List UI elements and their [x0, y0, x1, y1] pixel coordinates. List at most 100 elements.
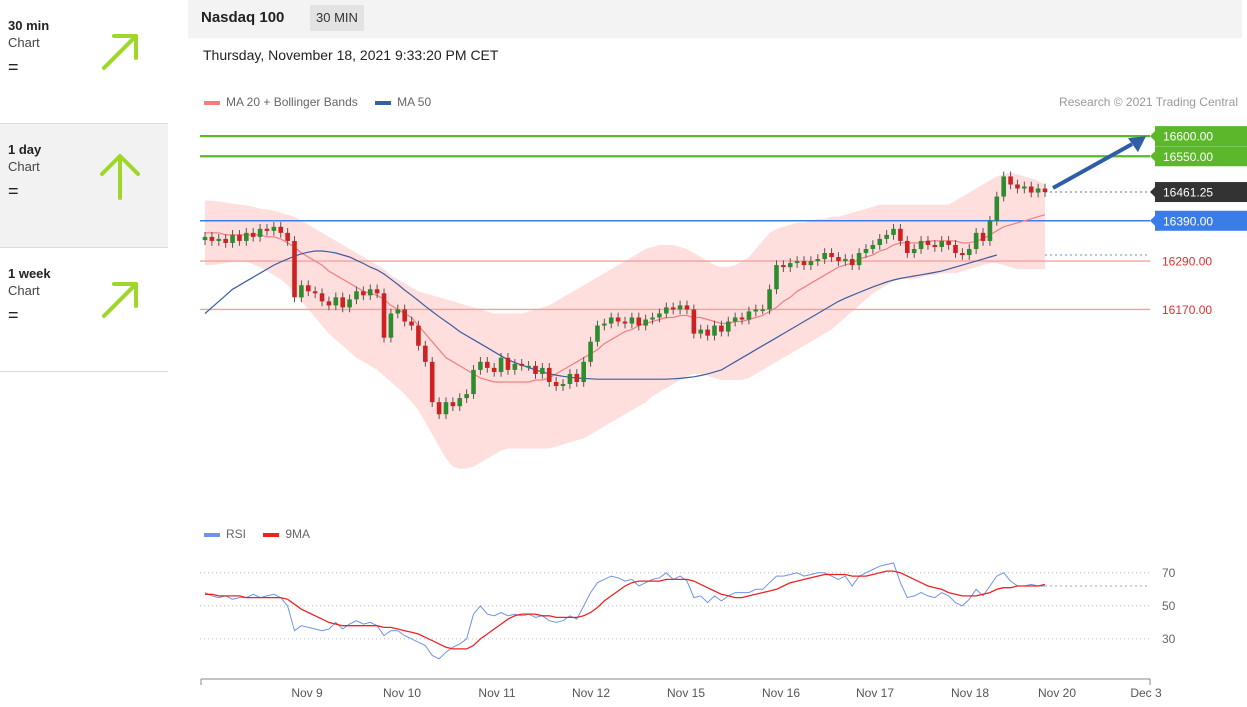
candle-body — [354, 291, 359, 300]
candle-body — [264, 228, 270, 231]
arrow-up-right-icon — [102, 282, 138, 318]
candle-body — [223, 238, 228, 243]
x-tick-label: Nov 20 — [1038, 686, 1076, 700]
candle-body — [540, 367, 545, 374]
candle-body — [904, 240, 910, 254]
candle-body — [202, 236, 208, 241]
x-tick-label: Nov 15 — [667, 686, 705, 700]
level-label: 16290.00 — [1162, 255, 1212, 269]
candle-body — [705, 329, 710, 336]
timeframe-sub: Chart — [8, 283, 40, 298]
level-badge-pointer — [1150, 186, 1156, 199]
candle-body — [615, 317, 621, 322]
candle-body — [271, 226, 277, 231]
candle-body — [870, 244, 876, 249]
candle-body — [374, 289, 380, 294]
candle-body — [670, 307, 676, 310]
candle-body — [602, 323, 607, 326]
candle-body — [953, 244, 958, 254]
candle-body — [664, 307, 669, 314]
candle-body — [423, 345, 428, 362]
timeframe-sidebar: 30 min Chart = 1 day Chart = 1 week Char… — [0, 0, 168, 372]
candle-body — [829, 253, 834, 258]
timeframe-name: 1 week — [8, 266, 51, 281]
legend-swatch — [204, 532, 220, 537]
candle-body — [347, 299, 352, 308]
candle-body — [739, 317, 745, 320]
candle-body — [918, 240, 924, 249]
arrow-up-right-icon — [102, 34, 138, 70]
candle-body — [237, 234, 242, 241]
candle-body — [801, 261, 807, 266]
ma50-line — [204, 250, 997, 380]
candle-body — [388, 313, 394, 338]
legend-ma20: MA 20 + Bollinger Bands — [204, 95, 358, 109]
candle-body — [966, 248, 972, 256]
timeframe-1day[interactable]: 1 day Chart = — [0, 124, 168, 248]
candle-body — [230, 234, 235, 243]
candle-body — [863, 248, 869, 254]
candle-body — [436, 402, 442, 415]
candle-body — [546, 367, 552, 382]
timeframe-sub: Chart — [8, 159, 40, 174]
candle-body — [815, 259, 821, 262]
level-badge — [1155, 210, 1247, 231]
level-label: 16600.00 — [1163, 130, 1213, 144]
candle-body — [698, 329, 704, 334]
legend-label: MA 50 — [397, 95, 432, 109]
candle-body — [340, 297, 346, 308]
candle-body — [1015, 184, 1020, 189]
candle-body — [939, 240, 945, 247]
candle-body — [787, 263, 793, 268]
candle-body — [498, 357, 504, 372]
candle-body — [429, 361, 435, 403]
candle-body — [244, 232, 249, 241]
price-legend: MA 20 + Bollinger Bands MA 50 — [204, 95, 445, 109]
candle-body — [209, 236, 215, 241]
candle-body — [891, 228, 896, 235]
legend-rsi: RSI — [204, 527, 246, 541]
level-label: 16390.00 — [1163, 214, 1213, 228]
rsi-legend: RSI 9MA — [204, 527, 324, 541]
candle-body — [781, 265, 786, 268]
candle-body — [1028, 186, 1034, 193]
candle-body — [588, 341, 593, 362]
candles — [202, 171, 1048, 420]
candle-body — [1001, 176, 1006, 197]
candle-body — [636, 317, 642, 326]
candle-body — [643, 319, 648, 326]
candle-body — [877, 238, 883, 245]
candle-body — [395, 309, 401, 314]
candle-body — [622, 321, 628, 324]
timeframe-badge[interactable]: 30 MIN — [310, 5, 364, 31]
signal-label: = — [8, 57, 19, 77]
legend-swatch — [375, 100, 392, 105]
candle-body — [319, 293, 325, 302]
candle-body — [677, 305, 683, 310]
x-tick-label: Nov 18 — [951, 686, 989, 700]
candle-body — [312, 291, 318, 294]
chart-header: Nasdaq 100 30 MIN — [188, 0, 1242, 38]
candle-body — [1042, 188, 1048, 193]
candle-body — [464, 394, 469, 399]
candle-body — [443, 402, 449, 415]
candle-body — [1022, 186, 1027, 189]
level-badge-pointer — [1150, 214, 1156, 227]
candle-body — [753, 309, 759, 312]
x-tick-label: Nov 11 — [478, 686, 515, 700]
timeframe-1week[interactable]: 1 week Chart = — [0, 248, 168, 372]
level-badge — [1155, 182, 1247, 203]
x-tick-label: Nov 16 — [762, 686, 800, 700]
candle-body — [553, 381, 559, 387]
candle-body — [650, 317, 655, 320]
candle-body — [526, 365, 531, 368]
rsi-tick-label: 70 — [1162, 566, 1176, 580]
candle-body — [732, 317, 738, 322]
timeframe-30min[interactable]: 30 min Chart = — [0, 0, 168, 124]
candle-body — [960, 253, 965, 256]
candle-body — [257, 228, 263, 237]
level-badge-pointer — [1150, 150, 1156, 163]
candle-body — [856, 253, 862, 266]
level-badge — [1155, 146, 1247, 167]
legend-swatch — [204, 100, 220, 105]
